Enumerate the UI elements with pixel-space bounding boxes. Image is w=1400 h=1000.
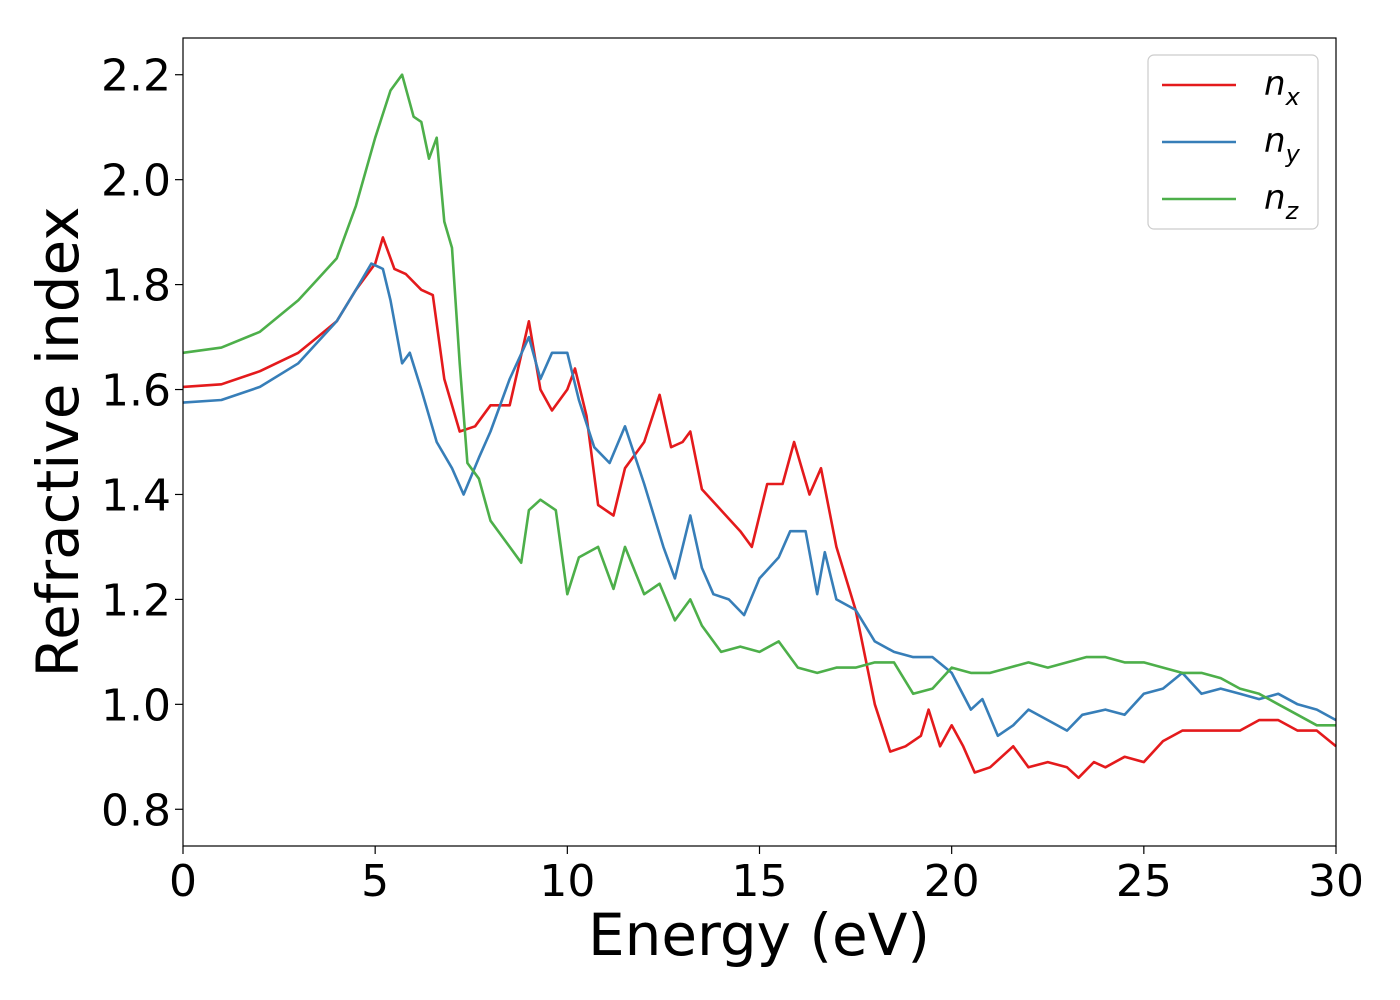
y-tick-label: 1.4 [101, 470, 171, 521]
x-tick-label: 5 [361, 856, 389, 907]
y-tick-label: 1.6 [101, 366, 171, 417]
legend-label-y: ny [1264, 121, 1301, 168]
x-tick-label: 0 [169, 856, 197, 907]
x-axis-label: Energy (eV) [588, 901, 930, 969]
y-axis-ticks: 0.8 1.0 1.2 1.4 1.6 1.8 2.0 2.2 [101, 51, 183, 836]
x-tick-label: 10 [539, 856, 595, 907]
y-tick-label: 1.0 [101, 680, 171, 731]
series-layer [182, 73, 1337, 780]
y-tick-label: 1.8 [101, 261, 171, 312]
series-line-z [182, 73, 1336, 727]
y-axis-label: Refractive index [24, 206, 92, 677]
y-tick-label: 1.2 [101, 575, 171, 626]
y-tick-label: 0.8 [101, 785, 171, 836]
y-tick-label: 2.0 [101, 156, 171, 207]
x-tick-label: 20 [924, 856, 980, 907]
x-tick-label: 30 [1308, 856, 1364, 907]
series-line-x [182, 236, 1337, 780]
y-tick-label: 2.2 [101, 51, 171, 102]
x-tick-label: 15 [732, 856, 788, 907]
series-line-y [182, 262, 1337, 738]
x-tick-label: 25 [1116, 856, 1172, 907]
x-axis-ticks: 0 5 10 15 20 25 30 [169, 846, 1364, 907]
legend-label-z: nz [1264, 178, 1300, 225]
legend-label-x: nx [1264, 64, 1301, 111]
legend: nx ny nz [1147, 54, 1319, 230]
